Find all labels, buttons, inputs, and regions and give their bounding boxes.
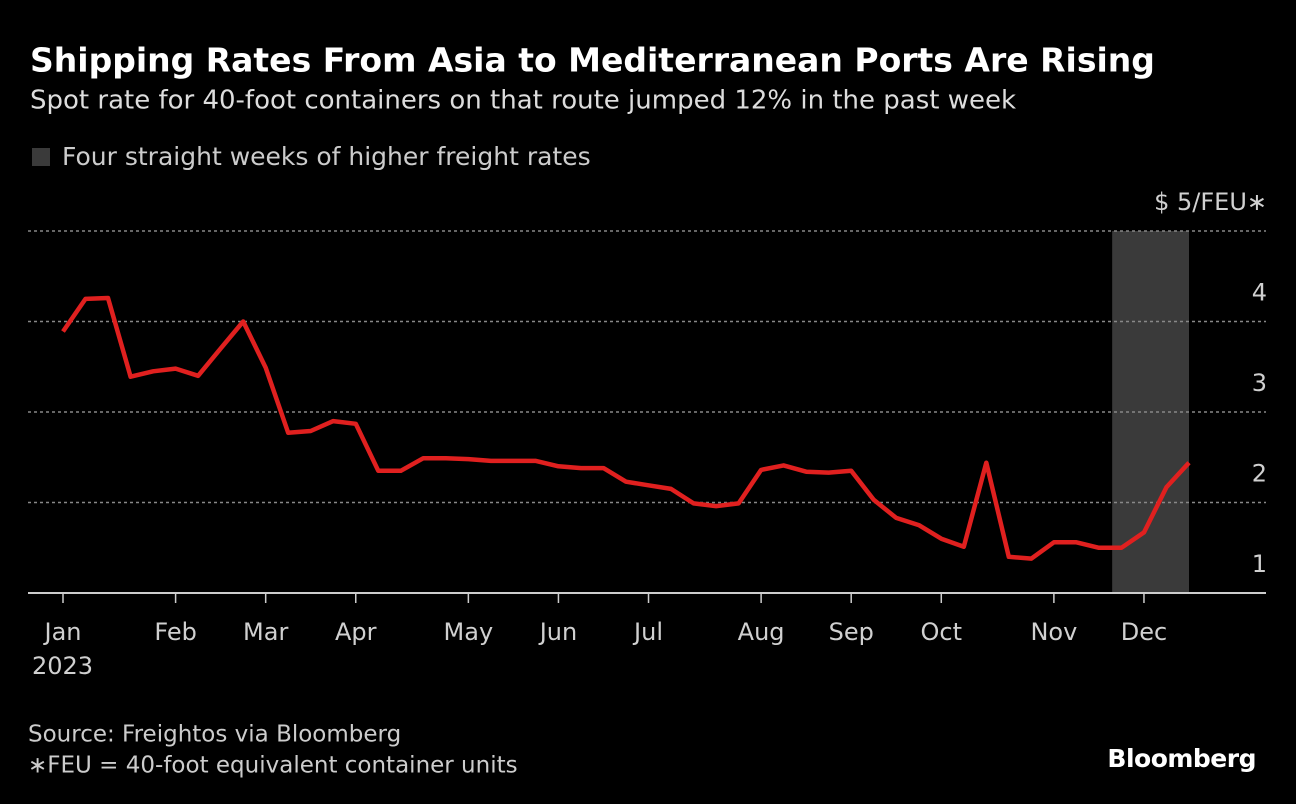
chart-title: Shipping Rates From Asia to Mediterranea… [30, 41, 1155, 80]
x-tick-label: Jun [538, 618, 578, 646]
x-tick-label: Sep [829, 618, 874, 646]
y-tick-label: 1 [1252, 550, 1267, 578]
x-tick-label: Aug [738, 618, 785, 646]
footnote: ∗FEU = 40-foot equivalent container unit… [28, 753, 518, 779]
x-tick-label: Nov [1030, 618, 1077, 646]
x-tick-label: Jul [632, 618, 663, 646]
y-tick-label: 3 [1252, 369, 1267, 397]
y-tick-label: 4 [1252, 279, 1267, 307]
x-tick-label: Oct [921, 618, 963, 646]
x-tick-label: Apr [335, 618, 377, 646]
y-tick-label: $ 5/FEU∗ [1154, 188, 1267, 216]
x-tick-label: Dec [1121, 618, 1167, 646]
brand: Bloomberg [1107, 744, 1256, 773]
legend-swatch [32, 148, 50, 166]
x-tick-label: Feb [154, 618, 197, 646]
chart-subtitle: Spot rate for 40-foot containers on that… [30, 86, 1016, 116]
x-tick-label: May [444, 618, 494, 646]
x-tick-label: Mar [243, 618, 288, 646]
x-year-label: 2023 [32, 652, 93, 680]
source: Source: Freightos via Bloomberg [28, 722, 401, 748]
y-tick-label: 2 [1252, 460, 1267, 488]
x-tick-label: Jan [43, 618, 82, 646]
legend-label: Four straight weeks of higher freight ra… [62, 142, 591, 171]
line-series [61, 295, 1191, 561]
